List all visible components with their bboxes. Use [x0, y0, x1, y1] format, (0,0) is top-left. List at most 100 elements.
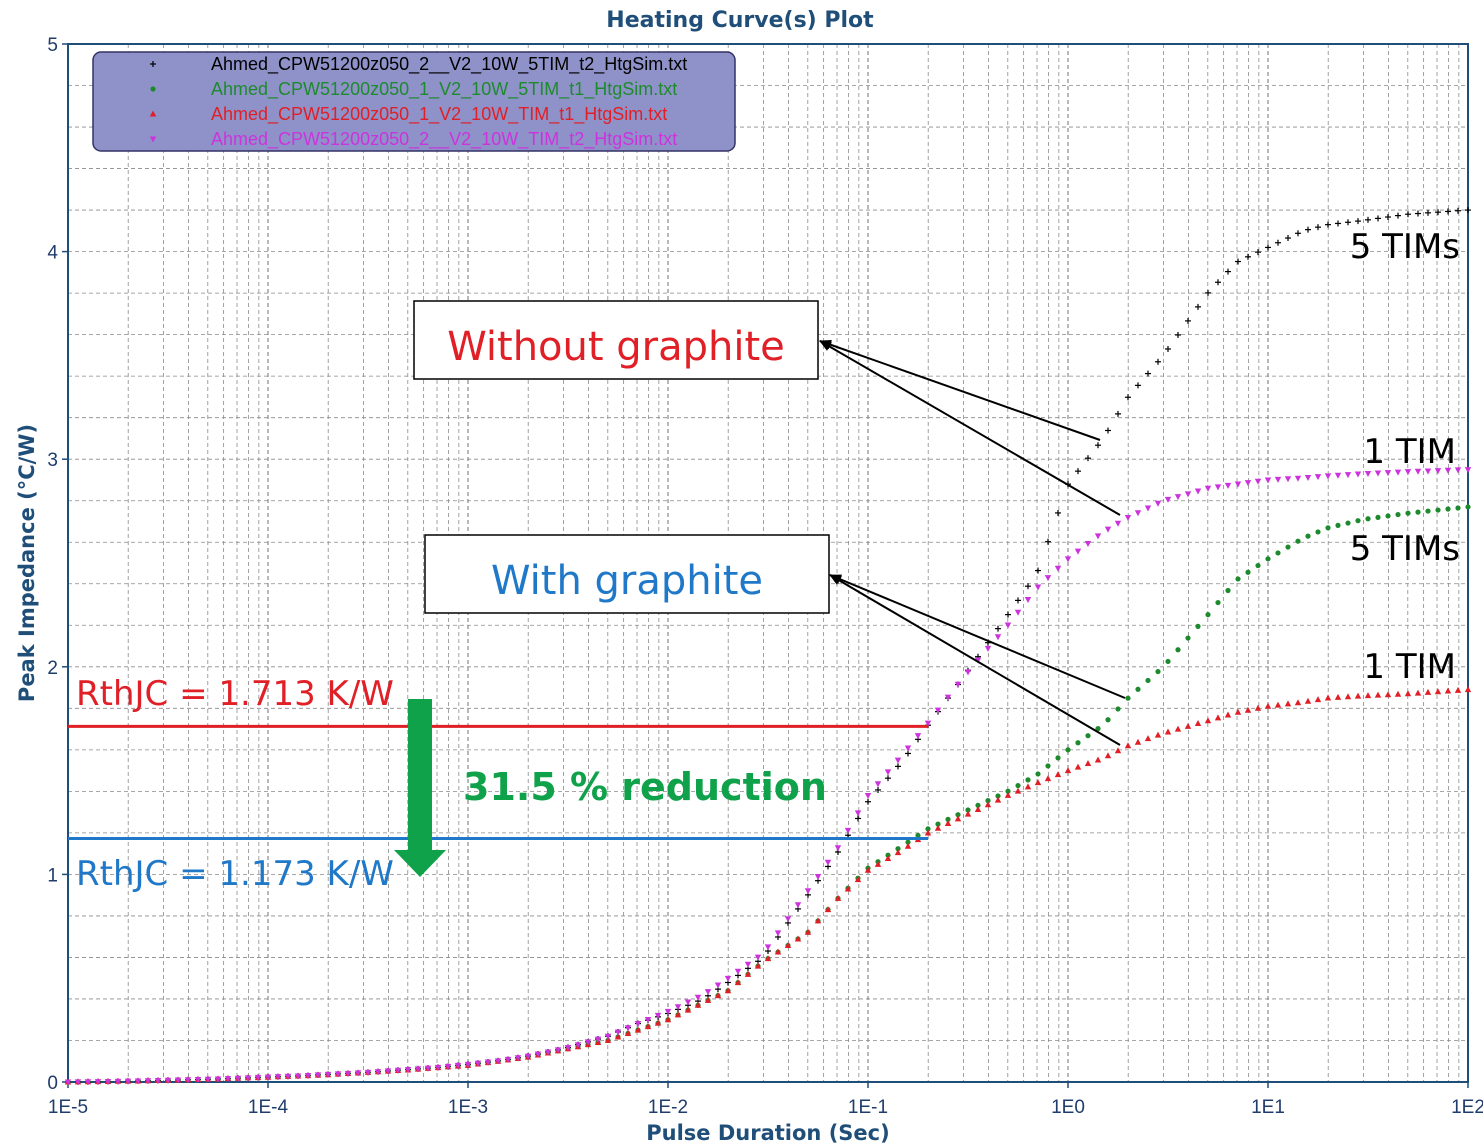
data-point	[844, 827, 852, 834]
data-point	[454, 1062, 462, 1069]
data-point	[995, 625, 1001, 632]
data-point	[394, 1067, 402, 1074]
legend-entry-4: Ahmed_CPW51200z050_2__V2_10W_TIM_t2_HtgS…	[211, 129, 677, 150]
data-point	[1075, 740, 1081, 746]
data-point	[1014, 787, 1022, 794]
data-point	[894, 849, 902, 856]
data-point	[824, 906, 832, 913]
data-point	[1075, 468, 1081, 475]
data-point	[1374, 470, 1382, 477]
data-point	[614, 1033, 622, 1040]
data-point	[945, 816, 951, 822]
data-point	[1085, 733, 1091, 739]
data-point	[1264, 477, 1272, 484]
data-point	[1124, 514, 1132, 521]
data-point	[1385, 513, 1391, 519]
data-point	[134, 1078, 142, 1085]
data-point	[1275, 550, 1281, 556]
data-point	[1155, 668, 1161, 675]
data-point	[564, 1044, 572, 1051]
data-point	[1175, 331, 1181, 338]
data-point	[895, 763, 901, 770]
data-point	[304, 1072, 312, 1079]
data-point	[284, 1073, 292, 1080]
data-point	[1284, 476, 1292, 483]
data-point	[1145, 370, 1151, 377]
y-tick-label: 0	[47, 1073, 58, 1094]
data-point	[704, 989, 712, 996]
data-point	[1244, 480, 1252, 487]
data-point	[1134, 738, 1142, 745]
data-point	[1174, 494, 1182, 501]
data-point	[374, 1069, 382, 1076]
arrow-with-graphite-5tim	[829, 574, 1126, 699]
data-point	[1135, 382, 1141, 389]
data-point	[955, 812, 961, 818]
plot-frame	[67, 43, 1469, 1083]
data-point	[1014, 609, 1022, 616]
data-point	[1404, 690, 1412, 697]
data-point	[1245, 253, 1251, 260]
without-graphite-box	[413, 300, 819, 380]
data-point	[1375, 514, 1381, 520]
data-point	[764, 955, 772, 962]
data-point	[1205, 612, 1211, 618]
data-point	[1135, 686, 1141, 692]
data-point	[204, 1076, 212, 1083]
data-point	[1344, 693, 1352, 700]
data-point	[354, 1070, 362, 1077]
data-point	[834, 894, 842, 901]
data-point	[1055, 509, 1061, 516]
data-point	[1195, 303, 1201, 310]
with-graphite-label: With graphite	[491, 558, 763, 604]
arrow-with-graphite-1tim	[829, 574, 1121, 746]
data-point	[1324, 694, 1332, 701]
data-point	[1155, 358, 1161, 365]
series-markers	[64, 207, 1472, 1086]
data-point	[954, 681, 962, 688]
data-point	[1305, 533, 1311, 539]
data-point	[664, 1016, 672, 1023]
data-point	[1314, 474, 1322, 481]
data-point	[1395, 212, 1401, 219]
data-point	[1225, 587, 1231, 594]
data-point	[995, 793, 1001, 799]
data-point	[1314, 696, 1322, 703]
data-point	[1405, 211, 1411, 218]
data-point	[1395, 511, 1401, 518]
data-point	[1105, 427, 1111, 434]
data-point	[1265, 556, 1271, 562]
series-4	[64, 467, 1472, 1086]
data-point	[844, 885, 852, 892]
data-point	[794, 935, 802, 942]
data-point	[1435, 209, 1441, 216]
data-point	[174, 1077, 182, 1084]
data-point	[534, 1051, 542, 1058]
data-point	[124, 1078, 132, 1085]
arrow-without-graphite-5tim	[819, 339, 1101, 441]
data-point	[1004, 622, 1012, 629]
data-point	[1255, 249, 1261, 256]
data-point	[864, 866, 872, 873]
data-point	[924, 720, 932, 727]
data-point	[1005, 788, 1011, 794]
x-tick-label: 1E0	[1051, 1097, 1085, 1118]
data-point	[1024, 783, 1032, 790]
arrow-without-graphite-1tim	[819, 340, 1121, 516]
data-point	[1175, 647, 1181, 653]
data-point	[1464, 467, 1472, 474]
data-point	[1064, 556, 1072, 563]
reference-lines	[68, 724, 929, 840]
data-point	[594, 1036, 602, 1043]
data-point	[994, 796, 1002, 803]
data-point	[904, 842, 912, 849]
data-point	[1424, 468, 1432, 475]
data-point	[1255, 562, 1261, 569]
data-point	[784, 941, 792, 948]
data-point	[964, 810, 972, 817]
data-point	[74, 1079, 82, 1086]
data-point	[1114, 520, 1122, 527]
rthjc-without-label: RthJC = 1.713 K/W	[76, 674, 394, 714]
data-point	[1074, 763, 1082, 770]
data-point	[904, 745, 912, 752]
